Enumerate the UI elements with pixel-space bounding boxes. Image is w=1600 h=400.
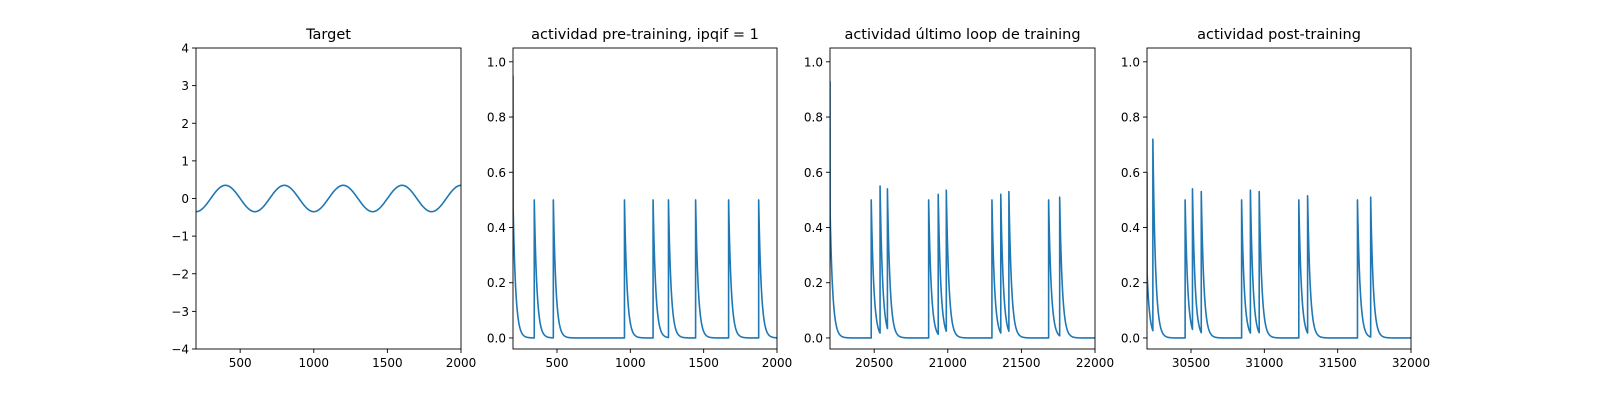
y-tick-label: 0.2 [487,276,506,290]
axes-frame [1146,47,1412,350]
x-tick-label: 21000 [929,356,967,370]
x-tick-label: 22000 [1076,356,1114,370]
x-tick-label: 32000 [1392,356,1430,370]
y-tick-label: 4 [181,42,189,56]
subplot-title: actividad último loop de training [844,27,1080,43]
y-tick-label: 1.0 [804,55,823,69]
x-tick-label: 500 [229,356,252,370]
y-tick-label: 0.0 [1121,331,1140,345]
subplot-pre-training: actividad pre-training, ipqif = 1 500 100… [487,27,792,370]
subplot-title: actividad pre-training, ipqif = 1 [531,27,759,43]
y-tick-label: 1.0 [1121,55,1140,69]
y-tick-label: 0.8 [1121,111,1140,125]
y-tick-label: 0.4 [487,221,506,235]
axes-frame [512,47,778,350]
x-tick-label: 20500 [855,356,893,370]
y-tick-label: 0.8 [487,111,506,125]
y-tick-label: −2 [171,267,189,281]
y-tick-label: 2 [181,117,189,131]
x-tick-label: 31500 [1319,356,1357,370]
x-tick-label: 2000 [446,356,477,370]
subplot-last-training-loop: actividad último loop de training 20500 2… [804,27,1114,370]
y-tick-label: −3 [171,305,189,319]
axes-frame [829,47,1096,350]
x-tick-label: 1000 [299,356,330,370]
y-tick-label: 0.6 [1121,166,1140,180]
y-tick-label: −4 [171,343,189,357]
x-tick-label: 1500 [688,356,719,370]
subplot-title: actividad post-training [1197,27,1361,43]
y-tick-label: 0.2 [804,276,823,290]
x-tick-label: 1000 [615,356,646,370]
y-tick-label: 1.0 [487,55,506,69]
subplot-title: Target [305,27,351,43]
y-tick-label: 0.2 [1121,276,1140,290]
series-line [830,81,1095,339]
y-tick-label: 0.4 [1121,221,1140,235]
subplot-target: Target 500 1000 1500 2000 −4 −3 −2 −1 0 1 2 3 4 [171,27,476,370]
series-line [196,184,461,213]
x-tick-label: 2000 [762,356,793,370]
x-tick-label: 30500 [1172,356,1210,370]
y-tick-label: 0.4 [804,221,823,235]
y-tick-label: 0.6 [487,166,506,180]
y-tick-label: 0.6 [804,166,823,180]
y-tick-label: 0.0 [487,331,506,345]
y-tick-label: −1 [171,230,189,244]
subplot-post-training: actividad post-training 30500 31000 31500 3… [1121,27,1430,370]
x-tick-label: 31000 [1245,356,1283,370]
x-tick-label: 21500 [1002,356,1040,370]
x-tick-label: 500 [546,356,569,370]
series-line [513,75,777,339]
y-tick-label: 0 [181,192,189,206]
y-tick-label: 3 [181,79,189,93]
y-tick-label: 0.0 [804,331,823,345]
y-tick-label: 0.8 [804,111,823,125]
series-line [1147,138,1411,339]
y-tick-label: 1 [181,154,189,168]
x-tick-label: 1500 [372,356,403,370]
